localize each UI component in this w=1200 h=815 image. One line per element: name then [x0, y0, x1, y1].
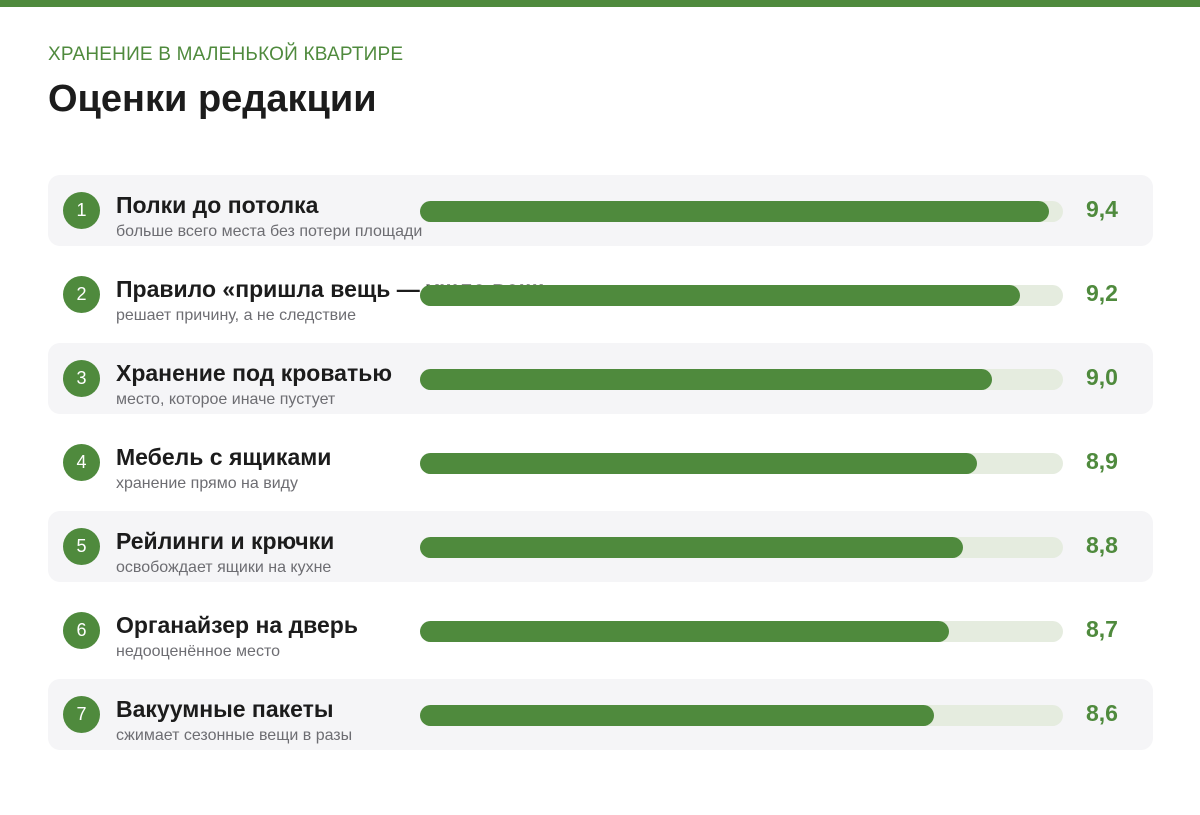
rank-badge: 7	[63, 696, 100, 733]
score-value: 8,8	[1086, 532, 1118, 558]
eyebrow-label: ХРАНЕНИЕ В МАЛЕНЬКОЙ КВАРТИРЕ	[48, 44, 404, 65]
item-label: Рейлинги и крючки	[116, 528, 335, 554]
ranking-row: 1 Полки до потолка больше всего места без …	[48, 175, 1153, 246]
item-label: Мебель с ящиками	[116, 444, 332, 470]
ranking-row: 2 Правило «пришла вещь — ушла вещь» решает…	[48, 259, 1153, 330]
item-subtitle: недооценённое место	[116, 643, 280, 660]
item-label: Хранение под кроватью	[116, 360, 392, 386]
score-value: 8,7	[1086, 616, 1118, 642]
score-value: 8,9	[1086, 448, 1118, 474]
score-bar	[420, 621, 949, 642]
page-title: Оценки редакции	[48, 78, 377, 120]
score-value: 8,6	[1086, 700, 1118, 726]
score-bar-track	[420, 369, 1063, 390]
item-label: Вакуумные пакеты	[116, 696, 334, 722]
item-label: Органайзер на дверь	[116, 612, 358, 638]
score-value: 9,4	[1086, 196, 1118, 222]
rank-badge: 6	[63, 612, 100, 649]
ranking-row: 5 Рейлинги и крючки освобождает ящики на к…	[48, 511, 1153, 582]
score-bar	[420, 537, 963, 558]
score-bar	[420, 369, 992, 390]
score-bar-track	[420, 705, 1063, 726]
rank-badge: 2	[63, 276, 100, 313]
ranking-row: 4 Мебель с ящиками хранение прямо на виду 8…	[48, 427, 1153, 498]
score-bar	[420, 201, 1049, 222]
ranking-list: 1 Полки до потолка больше всего места без …	[48, 175, 1153, 763]
item-subtitle: освобождает ящики на кухне	[116, 559, 332, 576]
top-accent-bar	[0, 0, 1200, 7]
item-subtitle: хранение прямо на виду	[116, 475, 298, 492]
rank-badge: 3	[63, 360, 100, 397]
score-bar	[420, 285, 1021, 306]
score-bar	[420, 705, 935, 726]
score-bar-track	[420, 453, 1063, 474]
ranking-row: 6 Органайзер на дверь недооценённое место 8…	[48, 595, 1153, 666]
score-bar-track	[420, 621, 1063, 642]
item-subtitle: больше всего места без потери площади	[116, 223, 423, 240]
item-subtitle: решает причину, а не следствие	[116, 307, 356, 324]
item-label: Полки до потолка	[116, 192, 319, 218]
score-bar-track	[420, 537, 1063, 558]
score-bar	[420, 453, 978, 474]
ranking-row: 3 Хранение под кроватью место, которое ина…	[48, 343, 1153, 414]
rank-badge: 1	[63, 192, 100, 229]
ranking-row: 7 Вакуумные пакеты сжимает сезонные вещи в…	[48, 679, 1153, 750]
rank-badge: 4	[63, 444, 100, 481]
item-subtitle: сжимает сезонные вещи в разы	[116, 727, 353, 744]
score-value: 9,0	[1086, 364, 1118, 390]
item-subtitle: место, которое иначе пустует	[116, 391, 336, 408]
score-bar-track	[420, 285, 1063, 306]
score-bar-track	[420, 201, 1063, 222]
rank-badge: 5	[63, 528, 100, 565]
score-value: 9,2	[1086, 280, 1118, 306]
